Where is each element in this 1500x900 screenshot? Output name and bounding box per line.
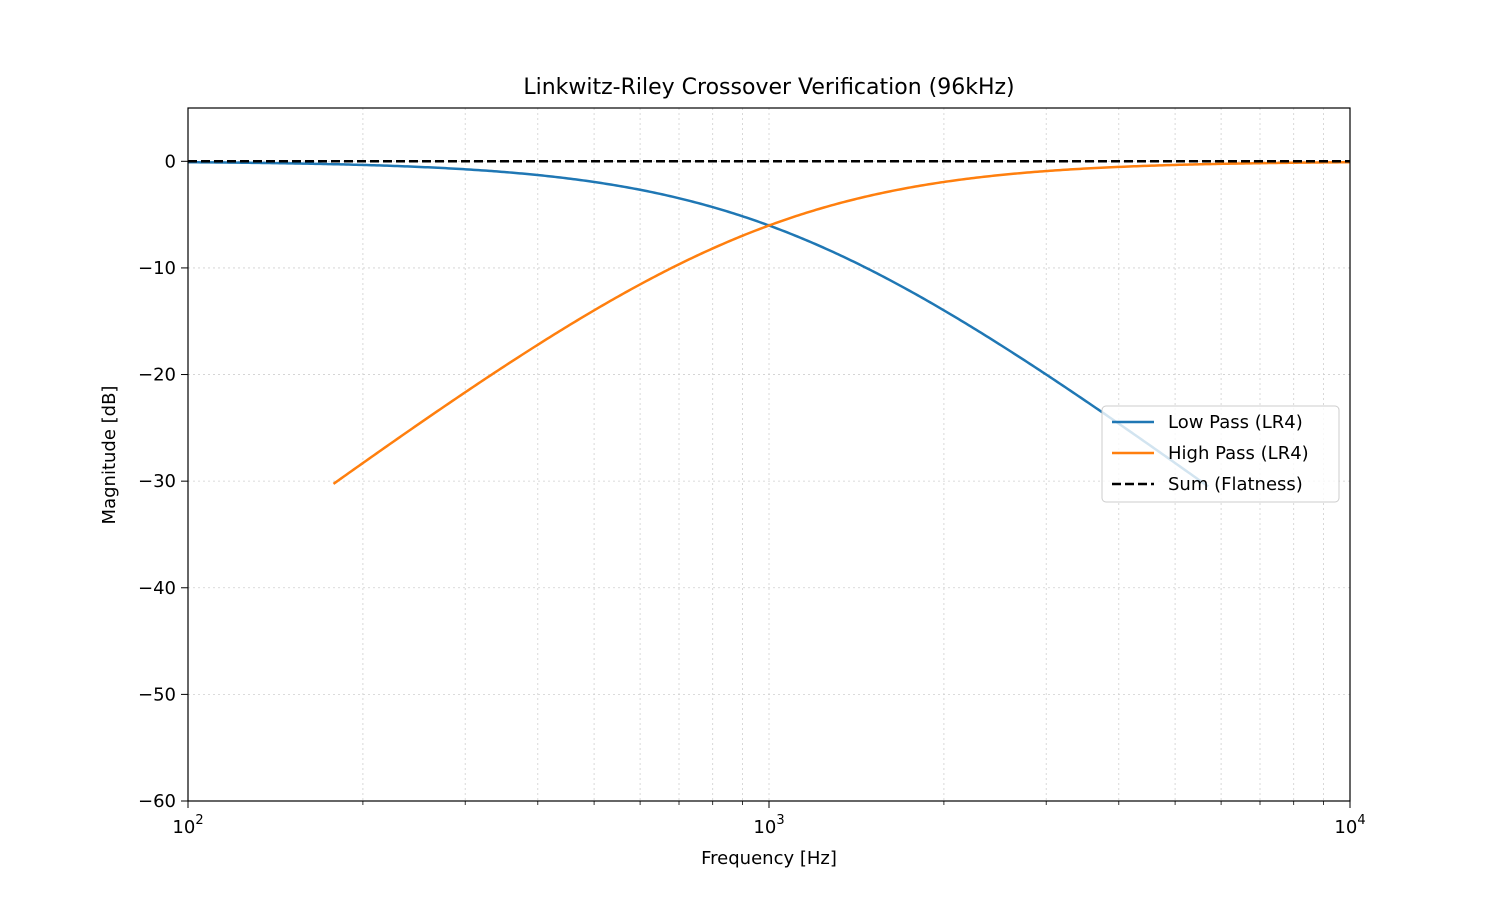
x-tick-label: 102	[172, 813, 203, 838]
x-tick-label: 103	[753, 813, 784, 838]
y-tick-label: −50	[138, 684, 176, 705]
legend-label-high-pass: High Pass (LR4)	[1168, 443, 1309, 464]
x-axis-label: Frequency [Hz]	[701, 848, 837, 869]
y-tick-label: −40	[138, 578, 176, 599]
legend-label-sum: Sum (Flatness)	[1168, 474, 1303, 495]
legend-label-low-pass: Low Pass (LR4)	[1168, 412, 1303, 433]
legend: Low Pass (LR4) High Pass (LR4) Sum (Flat…	[1101, 405, 1340, 503]
chart-title: Linkwitz-Riley Crossover Verification (9…	[523, 75, 1014, 100]
x-tick-label: 104	[1334, 813, 1365, 838]
y-tick-label: −10	[138, 258, 176, 279]
y-tick-label: −30	[138, 471, 176, 492]
series-layer	[188, 160, 1350, 488]
y-axis-ticks: 0 −10 −20 −30 −40 −50 −60	[138, 151, 188, 812]
y-tick-label: 0	[165, 151, 176, 172]
y-axis-label: Magnitude [dB]	[99, 386, 120, 525]
y-tick-label: −60	[138, 791, 176, 812]
high-pass-line	[332, 160, 1350, 485]
x-axis-ticks: 102 103 104	[172, 801, 1366, 838]
low-pass-line	[188, 160, 1209, 488]
y-tick-label: −20	[138, 365, 176, 386]
legend-box	[1101, 405, 1340, 503]
